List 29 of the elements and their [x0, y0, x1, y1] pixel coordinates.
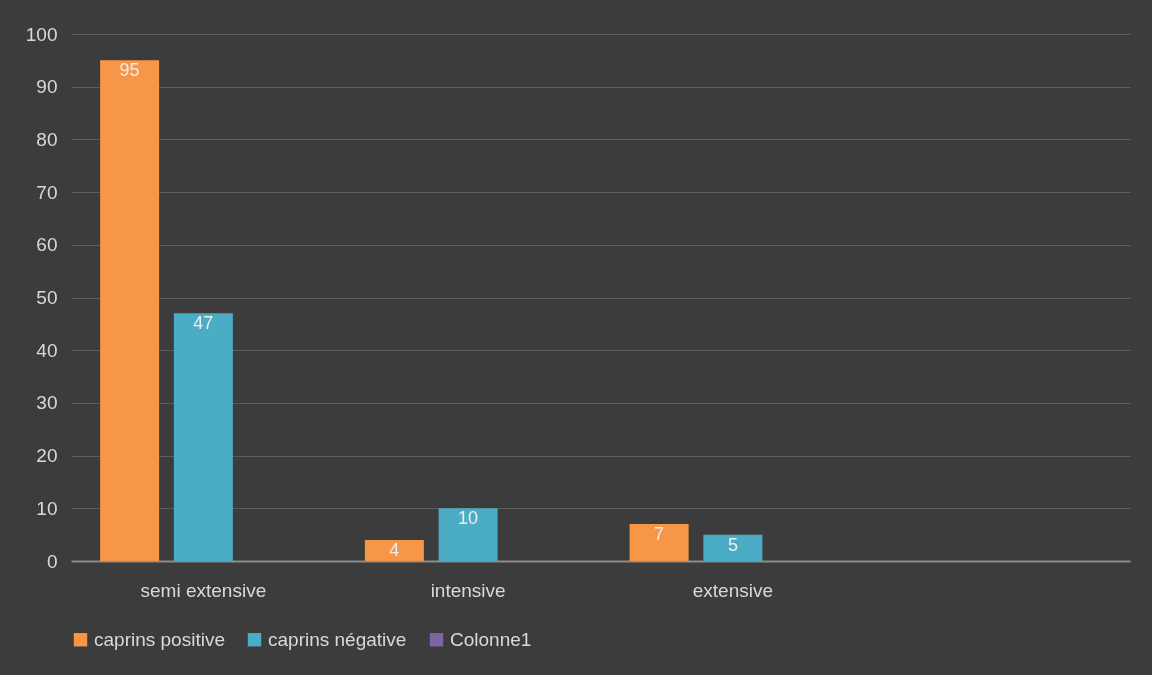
data-label: 7	[654, 524, 665, 545]
legend-label: caprins négative	[268, 628, 407, 650]
y-tick-label: 80	[36, 128, 58, 150]
bar	[438, 508, 498, 561]
x-tick-label: extensive	[692, 579, 774, 601]
bar	[173, 313, 233, 561]
y-tick-label: 50	[36, 287, 58, 308]
y-tick-label: 30	[36, 392, 58, 414]
legend-label: Colonne1	[450, 628, 532, 650]
y-tick-label: 20	[36, 445, 58, 467]
data-label: 47	[193, 313, 214, 334]
bar	[364, 539, 424, 561]
y-tick-label: 60	[36, 234, 58, 256]
y-tick-label: 40	[36, 339, 58, 361]
bar	[703, 534, 763, 561]
y-tick-label: 10	[36, 497, 58, 519]
y-tick-label: 0	[46, 550, 58, 572]
x-tick-label: semi extensive	[140, 579, 267, 601]
x-tick-label: intensive	[430, 579, 506, 601]
bar	[629, 524, 689, 561]
bar	[100, 60, 160, 561]
data-label: 4	[389, 539, 400, 560]
data-label: 5	[727, 534, 738, 555]
data-label: 95	[119, 60, 140, 81]
legend-label: caprins positive	[94, 628, 225, 650]
y-tick-label: 100	[25, 23, 58, 45]
data-label: 10	[458, 508, 479, 529]
y-tick-label: 90	[36, 76, 58, 98]
y-tick-label: 70	[36, 181, 58, 203]
